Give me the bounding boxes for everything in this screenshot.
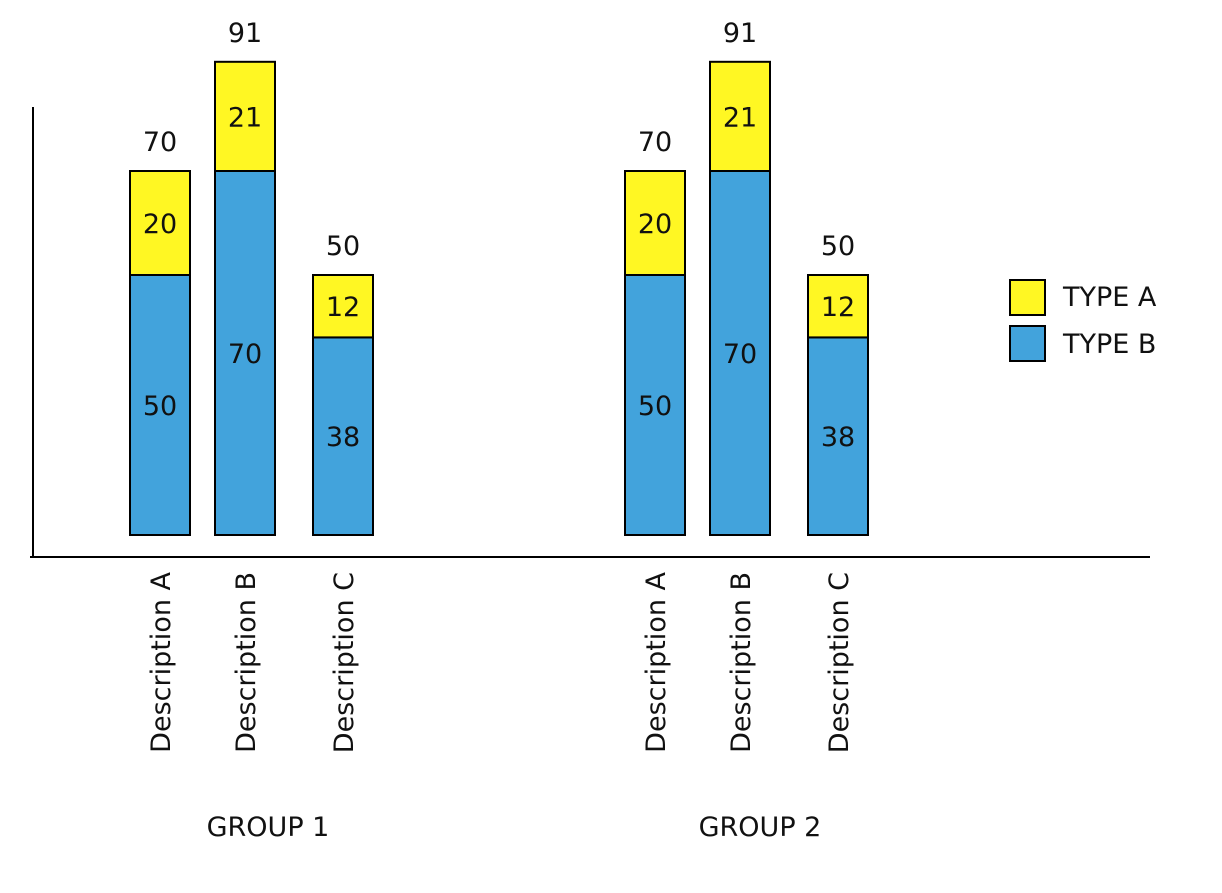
segment-label-type-a: 21 [723, 102, 757, 133]
legend-label-type-a: TYPE A [1062, 282, 1157, 313]
segment-label-type-b: 38 [326, 422, 360, 453]
category-label: Description B [726, 572, 757, 753]
total-label: 91 [228, 18, 262, 49]
legend-swatch-type-a [1009, 279, 1046, 316]
bar-segment-type-b [129, 274, 191, 536]
bar-segment-type-b [709, 170, 771, 536]
segment-label-type-a: 20 [638, 209, 672, 240]
category-label: Description A [641, 571, 672, 752]
segment-label-type-a: 20 [143, 209, 177, 240]
bar-segment-type-a [129, 170, 191, 276]
segment-label-type-b: 38 [821, 422, 855, 453]
bar-segment-type-a [709, 60, 771, 172]
total-label: 50 [326, 231, 360, 262]
legend-swatch-type-b [1009, 325, 1046, 362]
total-label: 70 [638, 127, 672, 158]
total-label: 50 [821, 231, 855, 262]
bar-segment-type-b [624, 274, 686, 536]
bar-segment-type-a [624, 170, 686, 276]
bar-segment-type-b [807, 336, 869, 536]
bar-segment-type-b [214, 170, 276, 536]
segment-label-type-b: 50 [143, 391, 177, 422]
segment-label-type-a: 12 [326, 292, 360, 323]
segment-label-type-a: 21 [228, 102, 262, 133]
segment-label-type-a: 12 [821, 292, 855, 323]
total-label: 91 [723, 18, 757, 49]
bar-segment-type-a [312, 274, 374, 339]
segment-label-type-b: 70 [723, 339, 757, 370]
legend: TYPE A TYPE B [1009, 279, 1157, 362]
segment-label-type-b: 50 [638, 391, 672, 422]
segment-label-type-b: 70 [228, 339, 262, 370]
group-label: GROUP 2 [699, 812, 822, 843]
group-label: GROUP 1 [207, 812, 330, 843]
total-label: 70 [143, 127, 177, 158]
bar-segment-type-a [214, 60, 276, 172]
category-label: Description C [824, 572, 855, 753]
category-label: Description B [231, 572, 262, 753]
category-label: Description C [329, 572, 360, 753]
category-label: Description A [146, 571, 177, 752]
bar-segment-type-b [312, 336, 374, 536]
bar-segment-type-a [807, 274, 869, 339]
legend-label-type-b: TYPE B [1062, 329, 1156, 360]
